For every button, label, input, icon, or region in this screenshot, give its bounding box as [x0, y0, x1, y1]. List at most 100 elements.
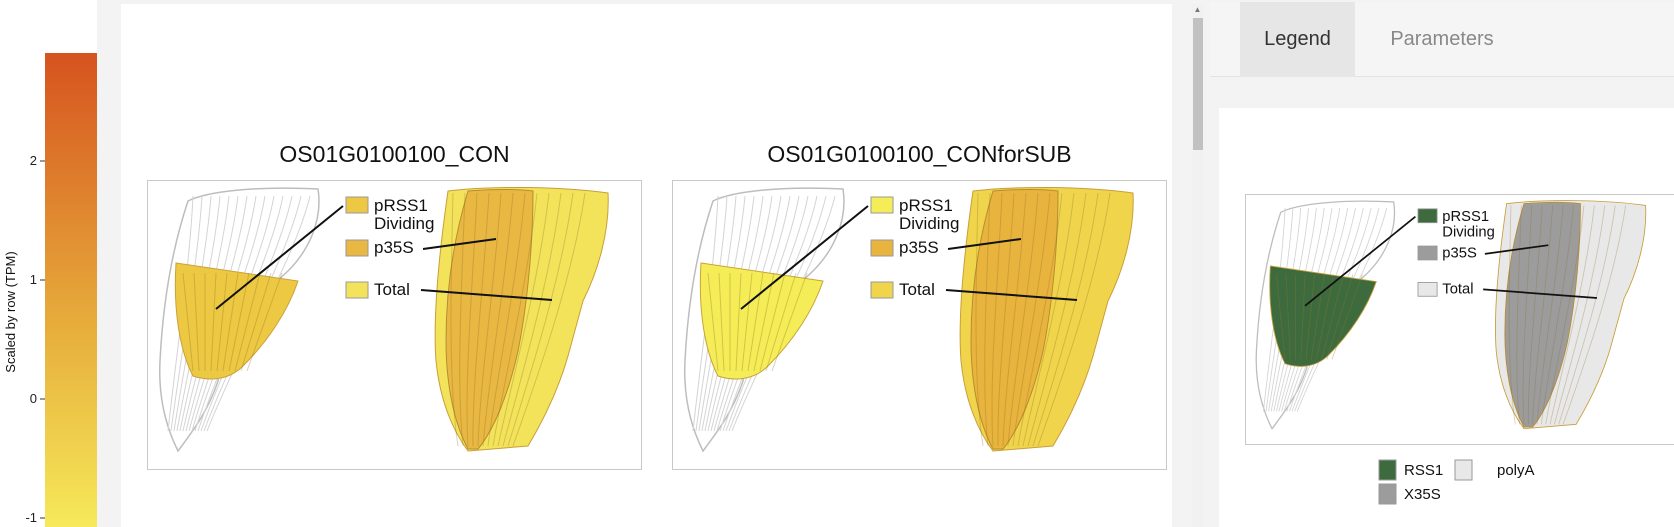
cell-file-line — [1002, 192, 1027, 447]
color-scale-svg: 2 1 0 -1 Scaled by row (TPM) — [3, 53, 97, 527]
label-total: Total — [899, 280, 935, 299]
cell-file-line — [1007, 192, 1039, 447]
tick-label: 2 — [30, 153, 37, 168]
side-panel: Legend Parameters pRSS1 Dividing p35S Total… — [1210, 0, 1674, 527]
cell-file-line — [1532, 205, 1554, 425]
cell-wall-line — [234, 272, 261, 372]
cell-wall-line — [222, 272, 239, 372]
key-swatch-polya — [1454, 459, 1473, 481]
label-swatch-p35s — [1417, 245, 1438, 261]
root-outline-left — [1255, 200, 1396, 430]
label-p35s: p35S — [899, 238, 939, 257]
leader-line-dividing — [1304, 215, 1416, 307]
cell-file-line — [482, 192, 514, 447]
leader-line-p35s — [422, 238, 497, 250]
label-dividing-line2: Dividing — [374, 214, 434, 233]
cell-file-line — [1536, 205, 1564, 425]
cell-file-line — [466, 192, 478, 447]
cell-file-line — [1022, 192, 1075, 447]
cell-file-line — [1558, 205, 1616, 425]
cell-file-line — [472, 192, 490, 447]
key-label-polya: polyA — [1497, 462, 1535, 479]
cell-wall-line — [718, 272, 725, 372]
label-swatch-total — [1417, 281, 1438, 297]
cell-file-line — [1545, 205, 1585, 425]
cell-file-line — [1527, 205, 1543, 425]
root-outline-left — [158, 187, 320, 453]
cell-file-line — [1516, 205, 1522, 425]
cell-wall-line — [741, 272, 753, 372]
cell-wall-line — [240, 272, 272, 372]
cell-file-line — [502, 192, 562, 447]
p35s-region — [1504, 201, 1581, 428]
cell-file-line — [497, 192, 550, 447]
tissue-plot-con: pRSS1 Dividing p35S Total — [147, 180, 642, 470]
leader-line-p35s — [947, 238, 1022, 250]
cell-wall-line — [1321, 274, 1344, 360]
label-swatch-total — [870, 281, 894, 299]
tick-label: -1 — [25, 510, 37, 525]
cell-wall-line — [1326, 274, 1354, 360]
cell-file-line — [984, 192, 991, 447]
scrollbar-thumb[interactable] — [1193, 18, 1203, 150]
label-dividing-line2: Dividing — [1442, 225, 1495, 241]
cell-file-line — [975, 192, 984, 447]
cell-wall-line — [753, 272, 775, 372]
legend-card: pRSS1 Dividing p35S Total RSS1 polyA X35S — [1219, 108, 1674, 527]
cell-file-line — [477, 192, 502, 447]
vertical-scrollbar[interactable]: ▲ — [1192, 4, 1203, 527]
tab-legend[interactable]: Legend — [1240, 2, 1355, 77]
leader-line-dividing — [740, 205, 869, 310]
cell-wall-line — [216, 272, 228, 372]
key-swatch-rss1 — [1378, 459, 1397, 481]
cell-wall-line — [1300, 274, 1306, 360]
cell-wall-line — [1285, 274, 1291, 360]
legend-tissue-plot: pRSS1 Dividing p35S Total — [1245, 194, 1674, 445]
genotype-key: RSS1 polyA X35S — [1378, 459, 1535, 505]
tab-parameters[interactable]: Parameters — [1390, 28, 1494, 50]
plot-title: OS01G0100100_CONforSUB — [767, 141, 1072, 167]
scroll-up-icon[interactable]: ▲ — [1193, 5, 1202, 14]
cell-wall-line — [759, 272, 786, 372]
cell-file-line — [1522, 205, 1533, 425]
cell-file-line — [1032, 192, 1099, 447]
cell-file-line — [1553, 205, 1606, 425]
leader-line-p35s — [1484, 244, 1549, 255]
leader-line-dividing — [215, 205, 344, 310]
leader-line-total — [945, 289, 1078, 301]
color-key-title: Scaled by row (TPM) — [3, 251, 18, 372]
label-swatch-p35s — [345, 239, 369, 257]
cell-file-line — [1027, 192, 1087, 447]
cell-file-line — [991, 192, 1003, 447]
dividing-zone — [174, 262, 299, 380]
label-swatch-total — [345, 281, 369, 299]
label-dividing-line1: pRSS1 — [899, 196, 953, 215]
tick-label: 0 — [30, 391, 37, 406]
cell-file-line — [1540, 205, 1574, 425]
dividing-zone — [1269, 265, 1377, 367]
label-dividing-line1: pRSS1 — [374, 196, 428, 215]
cell-file-line — [487, 192, 526, 447]
cell-wall-line — [1315, 274, 1335, 360]
cell-file-line — [1508, 205, 1516, 425]
cell-wall-line — [771, 272, 808, 372]
cell-file-line — [492, 192, 538, 447]
cell-file-line — [997, 192, 1015, 447]
cell-file-line — [1549, 205, 1595, 425]
root-outline-left — [683, 187, 845, 453]
key-swatch-x35s — [1378, 483, 1397, 505]
label-dividing-line2: Dividing — [899, 214, 959, 233]
cell-wall-line — [747, 272, 764, 372]
label-swatch-dividing — [345, 196, 369, 214]
dividing-zone — [699, 262, 824, 380]
key-label-rss1: RSS1 — [1404, 462, 1443, 479]
cell-wall-line — [1331, 274, 1363, 360]
tissue-plot-conforsub: pRSS1 Dividing p35S Total — [672, 180, 1167, 470]
label-p35s: p35S — [374, 238, 414, 257]
plot-title: OS01G0100100_CON — [279, 141, 510, 167]
leader-line-total — [420, 289, 553, 301]
cell-wall-line — [228, 272, 250, 372]
plot-panel: OS01G0100100_CON pRSS1 Dividing p35S Total … — [121, 4, 1172, 527]
